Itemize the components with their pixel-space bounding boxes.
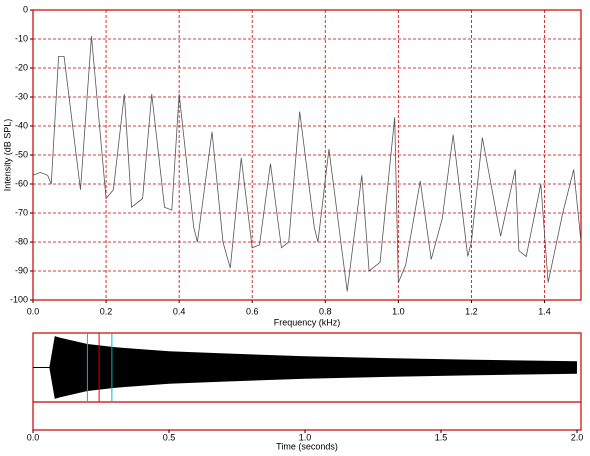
x-tick-label: 0.0 [27,306,40,316]
x-tick-label: 2.0 [571,432,584,442]
y-axis-label: Intensity (dB SPL) [2,119,12,192]
y-tick-label: 0 [23,4,28,14]
x-axis-label: Frequency (kHz) [274,317,341,327]
y-tick-label: -90 [15,265,28,275]
x-tick-label: 0.4 [173,306,186,316]
x-tick-label: 0.2 [100,306,113,316]
x-tick-label: 1.0 [299,432,312,442]
x-tick-label: 1.0 [392,306,405,316]
x-tick-label: 1.4 [538,306,551,316]
x-tick-label: 0.6 [246,306,259,316]
y-tick-label: -50 [15,149,28,159]
x-tick-label: 0.5 [163,432,176,442]
y-tick-label: -60 [15,178,28,188]
time-axis-label: Time (seconds) [276,441,338,451]
plot-frame [32,9,582,301]
x-tick-label: 0.8 [319,306,332,316]
x-tick-label: 1.5 [435,432,448,442]
waveform-frame [32,332,582,431]
y-tick-label: -70 [15,207,28,217]
y-tick-label: -20 [15,62,28,72]
y-tick-label: -100 [10,294,28,304]
x-tick-label: 1.2 [465,306,478,316]
x-tick-label: 0.0 [27,432,40,442]
y-tick-label: -30 [15,91,28,101]
y-tick-label: -80 [15,236,28,246]
y-tick-label: -40 [15,120,28,130]
spectrum-line [32,36,582,292]
y-tick-label: -10 [15,33,28,43]
